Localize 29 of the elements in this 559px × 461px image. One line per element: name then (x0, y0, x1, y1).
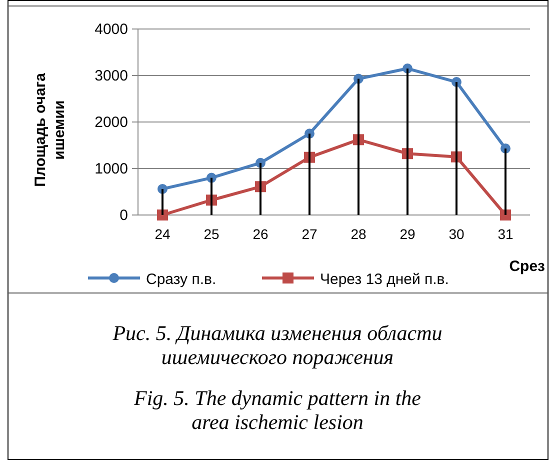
y-tick-label: 3000 (94, 68, 128, 84)
y-axis-title: Площадь очага ишемии (32, 72, 68, 187)
legend-label: Сразу п.в. (146, 271, 216, 288)
bar (260, 162, 262, 215)
x-tick-label: 25 (204, 226, 220, 242)
bar (162, 188, 164, 215)
x-axis-title: Срез (509, 258, 545, 275)
y-tick-label: 0 (120, 207, 128, 224)
bar (406, 68, 408, 215)
y-tick-label: 1000 (94, 160, 128, 178)
text: Рис. 5. Динамика изменения области ишемического поражения (112, 321, 442, 369)
x-tick-label: 28 (350, 226, 366, 242)
bar (308, 134, 310, 215)
y-tick-label: 2000 (94, 114, 128, 131)
x-tick-label: 29 (400, 226, 416, 242)
caption: Fig. 5. The dynamic pattern in the area ischemic lesion (133, 386, 421, 434)
y-tick-label: 4000 (94, 21, 128, 38)
x-tick-label: 31 (498, 226, 514, 242)
bar (504, 148, 506, 215)
x-tick-label: 26 (252, 226, 268, 242)
point (500, 210, 511, 220)
x-tick-label: 30 (448, 226, 464, 242)
bar (456, 82, 458, 215)
bar (210, 178, 212, 215)
point (157, 210, 168, 220)
x-tick-label: 24 (154, 226, 170, 242)
x-tick-label: 27 (302, 226, 318, 242)
bar (358, 78, 360, 215)
legend-label: Через 13 дней п.в. (320, 271, 449, 288)
